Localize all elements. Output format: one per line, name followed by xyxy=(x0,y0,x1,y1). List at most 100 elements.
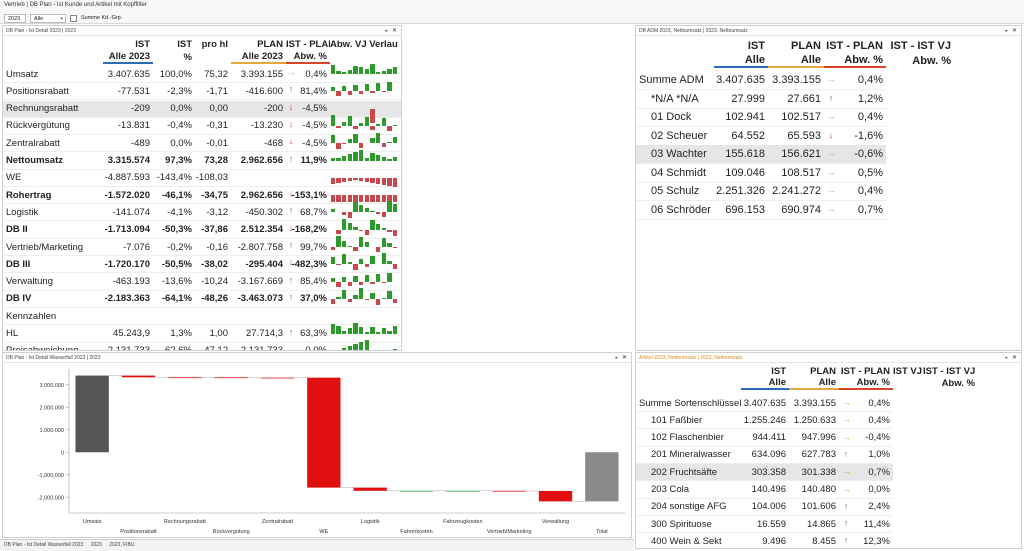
cell-plan: -468 xyxy=(263,137,283,149)
close-icon[interactable]: ✕ xyxy=(1011,28,1017,34)
table-row[interactable]: 203 Cola 140.496 140.480 0,0% → xyxy=(636,482,893,499)
table-row[interactable]: 204 sonstige AFG 104.006 101.606 2,4% ↑ xyxy=(636,499,893,516)
table-row[interactable]: DB II -1.713.094 -50,3% -37,86 2.512.354 ↓ -16… xyxy=(3,218,401,239)
table-row[interactable]: 202 Fruchtsäfte 303.358 301.338 0,7% → xyxy=(636,464,893,482)
table-row[interactable]: 101 Faßbier 1.255.246 1.250.633 0,4% → xyxy=(636,412,893,430)
spark-bar xyxy=(347,195,353,203)
table-row[interactable]: Umsatz 3.407.635 100,0% 75,32 3.393.155 → 0,4% xyxy=(3,64,401,83)
spark-bar xyxy=(358,229,364,231)
table-row[interactable]: Summe Sortenschlüssel 3.407.635 3.393.155 0… xyxy=(636,395,893,412)
table-row[interactable]: Rückvergütung -13.831 -0,4% -0,31 -13.230 ↓ -4… xyxy=(3,114,401,135)
scroll-arrow-icon[interactable]: ▸ xyxy=(1005,355,1008,361)
bottom-tab-2[interactable]: 2023 xyxy=(90,542,102,548)
spark-bar xyxy=(392,137,398,144)
table-row[interactable]: 06 Schröder 696.153 690.974 0,7% → xyxy=(636,201,886,220)
arrow-side-icon: → xyxy=(827,148,836,158)
bar-fahrerkosten xyxy=(399,490,434,492)
scroll-arrow-icon[interactable]: ▸ xyxy=(1005,28,1008,34)
spark-bar xyxy=(392,348,398,350)
cell-label: HL xyxy=(6,328,19,339)
table-row[interactable]: Rechnungsrabatt -209 0,0% 0,00 -200 ↓ -4,5% xyxy=(3,100,401,123)
spark-bar xyxy=(341,72,347,74)
spark-bar xyxy=(364,331,370,334)
cell-plan: -3.463.073 xyxy=(237,293,283,305)
table-row[interactable]: 03 Wachter 155.618 156.621 -0,6% → xyxy=(636,145,886,164)
cell-plan: -450.302 xyxy=(245,206,283,218)
table-row[interactable]: 300 Spirituose 16.559 14.865 11,4% ↑ xyxy=(636,516,893,534)
arrow-down-icon: ↓ xyxy=(828,129,834,140)
table-row[interactable]: HL 45.243,9 1,3% 1,00 27.714,3 ↑ 63,3% xyxy=(3,322,401,343)
scope-filter[interactable]: Alle ▾ xyxy=(30,13,66,23)
cell-pct: -50,3% xyxy=(161,224,192,236)
table-row[interactable]: 05 Schulz 2.251.326 2.241.272 0,4% → xyxy=(636,182,886,201)
table-row[interactable]: WE -4.887.593 -143,4% -108,03 xyxy=(3,170,401,187)
spark-bar xyxy=(336,236,341,247)
year-filter[interactable]: 2023 xyxy=(4,13,26,23)
kdgrp-checkbox[interactable] xyxy=(70,14,77,22)
cell-ist: -209 xyxy=(130,103,150,115)
spark-bar xyxy=(387,195,392,203)
bar-verwaltung xyxy=(538,490,573,502)
cell-abw: 81,4% xyxy=(300,85,327,97)
table-row[interactable]: Verwaltung -463.193 -13,6% -10,24 -3.167.669… xyxy=(3,272,401,291)
column-header: PLAN xyxy=(791,39,821,52)
table-row[interactable]: Preisabweichung -2.131.733 -62,6% -47,12 -2.… xyxy=(3,339,401,351)
cell-plan: 3.393.155 xyxy=(793,397,836,409)
cell-hl: -47,12 xyxy=(201,345,228,351)
spark-bar xyxy=(364,274,370,282)
table-row[interactable]: 102 Flaschenbier 944.411 947.996 -0,4% → xyxy=(636,430,893,447)
spark-bar xyxy=(330,87,336,92)
cell-abw: 85,4% xyxy=(300,276,327,288)
cell-ist: -1.572.020 xyxy=(104,189,150,201)
table-row[interactable]: Kennzahlen xyxy=(3,308,401,326)
cell-ist: 3.407.635 xyxy=(716,74,765,86)
close-icon[interactable]: ✕ xyxy=(1011,355,1017,361)
table-row[interactable]: Rohertrag -1.572.020 -46,1% -34,75 2.962.656… xyxy=(3,187,401,205)
spark-bar xyxy=(375,83,381,92)
x-tick-label: Rechnungsrabatt xyxy=(164,519,206,525)
y-tick-label: 2.000.000 xyxy=(40,405,64,411)
table-row[interactable]: 04 Schmidt 109.046 108.517 0,5% → xyxy=(636,164,886,183)
close-icon[interactable]: ✕ xyxy=(621,355,627,361)
scroll-arrow-icon[interactable]: ▸ xyxy=(615,355,618,361)
spark-bar xyxy=(336,143,341,150)
spark-bar xyxy=(364,84,370,92)
table-row[interactable]: Nettoumsatz 3.315.574 97,3% 73,28 2.962.656 ↑… xyxy=(3,149,401,170)
table-row[interactable]: Vertrieb/Marketing -7.076 -0,2% -0,16 -2.807… xyxy=(3,236,401,256)
spark-bar xyxy=(330,277,336,282)
spark-bar xyxy=(330,298,336,304)
spark-bar xyxy=(370,219,375,230)
y-tick-label: 1.000.000 xyxy=(40,428,64,434)
table-row[interactable]: Positionsrabatt -77.531 -2,3% -1,71 -416.600… xyxy=(3,82,401,101)
table-row[interactable]: 01 Dock 102.941 102.517 0,4% → xyxy=(636,108,886,127)
table-row[interactable]: *N/A *N/A 27.999 27.661 1,2% ↑ xyxy=(636,90,886,109)
table-row[interactable]: 201 Mineralwasser 634.096 627.783 1,0% ↑ xyxy=(636,447,893,464)
cell-hl: 1,00 xyxy=(209,328,229,339)
cell-ist: 3.315.574 xyxy=(107,155,150,166)
panel-db-detail: DB Plan - Ist Detail 2023 | 2023 ▸ ✕ IST… xyxy=(2,25,402,351)
spark-bar xyxy=(347,177,353,181)
spark-bar xyxy=(370,256,375,265)
spark-bar xyxy=(330,195,336,203)
x-tick-label: Vertrieb/Marketing xyxy=(487,529,532,535)
table-row[interactable]: Summe ADM 3.407.635 3.393.155 0,4% → xyxy=(636,71,886,90)
table-row[interactable]: Logistik -141.074 -4,1% -3,12 -450.302 ↑ 68,7% xyxy=(3,201,401,222)
bottom-tab-1[interactable]: DB Plan - Ist Detail Wasserfall 2023 xyxy=(4,542,84,548)
cell-ist: -13.831 xyxy=(117,120,150,132)
table-row[interactable]: DB III -1.720.170 -50,5% -38,02 -295.404 ↓ -48… xyxy=(3,253,401,274)
cell-hl: -38,02 xyxy=(201,258,228,270)
table-row[interactable]: 02 Scheuer 64.552 65.593 -1,6% ↓ xyxy=(636,127,886,146)
cell-hl: -48,26 xyxy=(201,293,228,305)
table-row[interactable]: DB IV -2.183.363 -64,1% -48,26 -3.463.073 ↑ 37… xyxy=(3,287,401,308)
scroll-arrow-icon[interactable]: ▸ xyxy=(385,28,388,34)
spark-bar xyxy=(387,330,392,334)
bottom-tab-3[interactable]: 2023, FIBU xyxy=(109,542,135,548)
spark-bar xyxy=(364,229,370,235)
table-row[interactable]: Zentralrabatt -489 0,0% -0,01 -468 ↓ -4,5% xyxy=(3,133,401,153)
table-row[interactable]: 400 Wein & Sekt 9.496 8.455 12,3% ↑ xyxy=(636,533,893,548)
spark-bar xyxy=(353,125,358,129)
spark-bar xyxy=(341,212,347,216)
spark-bar xyxy=(358,91,364,95)
cell-ist: -4.887.593 xyxy=(104,172,150,184)
close-icon[interactable]: ✕ xyxy=(391,28,397,34)
